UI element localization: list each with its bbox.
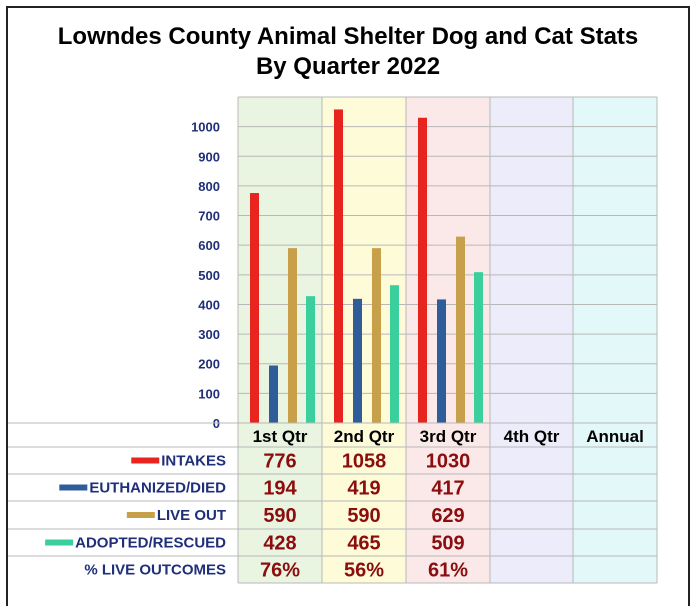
legend-label-2: LIVE OUT	[157, 507, 226, 524]
value-label: 428	[263, 533, 296, 555]
bar-euthanized-died-0	[269, 365, 278, 423]
legend-label-3: ADOPTED/RESCUED	[75, 535, 226, 552]
y-tick-label: 800	[198, 179, 220, 194]
value-label: 419	[347, 478, 380, 500]
legend-swatch-0	[131, 457, 160, 464]
bar-intakes-1	[334, 109, 343, 424]
value-label: 590	[263, 505, 296, 527]
live-outcome-value: 56%	[344, 560, 384, 582]
y-tick-label: 900	[198, 149, 220, 164]
bar-live-out-1	[372, 248, 381, 423]
live-outcomes-label: % LIVE OUTCOMES	[84, 562, 226, 579]
bar-euthanized-died-2	[437, 299, 446, 423]
legend-swatch-3	[45, 539, 74, 546]
y-tick-label: 1000	[191, 120, 220, 135]
value-label: 629	[431, 505, 464, 527]
category-label: 3rd Qtr	[420, 427, 477, 446]
bar-live-out-0	[288, 248, 297, 423]
chart-title-line1: Lowndes County Animal Shelter Dog and Ca…	[57, 23, 639, 50]
column-bg-3	[490, 97, 573, 583]
value-label: 590	[347, 505, 380, 527]
live-outcome-value: 76%	[260, 560, 300, 582]
category-label: 2nd Qtr	[334, 427, 395, 446]
y-tick-label: 600	[198, 238, 220, 253]
value-label: 465	[347, 533, 380, 555]
bar-adopted-rescued-2	[474, 272, 483, 423]
chart-title-line2: By Quarter 2022	[255, 53, 441, 80]
legend-label-0: INTAKES	[161, 453, 226, 470]
y-tick-label: 200	[198, 357, 220, 372]
legend-label-1: EUTHANIZED/DIED	[89, 480, 226, 497]
y-tick-label: 700	[198, 209, 220, 224]
bar-adopted-rescued-1	[390, 285, 399, 423]
value-label: 776	[263, 451, 296, 473]
value-label: 1058	[342, 451, 387, 473]
y-tick-label: 400	[198, 297, 220, 312]
value-label: 194	[263, 478, 297, 500]
y-tick-label: 300	[198, 327, 220, 342]
y-tick-label: 500	[198, 268, 220, 283]
live-outcome-value: 61%	[428, 560, 468, 582]
value-label: 417	[431, 478, 464, 500]
category-label: 4th Qtr	[504, 427, 560, 446]
bar-euthanized-died-1	[353, 298, 362, 423]
category-label: 1st Qtr	[253, 427, 308, 446]
bar-intakes-2	[418, 117, 427, 423]
legend-swatch-2	[126, 512, 155, 518]
chart-title: Lowndes County Animal Shelter Dog and Ca…	[0, 22, 696, 82]
bar-intakes-0	[250, 193, 259, 423]
value-label: 1030	[426, 451, 471, 473]
value-label: 509	[431, 533, 464, 555]
category-label: Annual	[586, 427, 644, 446]
bar-live-out-2	[456, 236, 465, 423]
bar-adopted-rescued-0	[306, 296, 315, 423]
legend-swatch-1	[59, 484, 88, 491]
y-tick-label: 100	[198, 386, 220, 401]
column-bg-4	[573, 97, 657, 583]
